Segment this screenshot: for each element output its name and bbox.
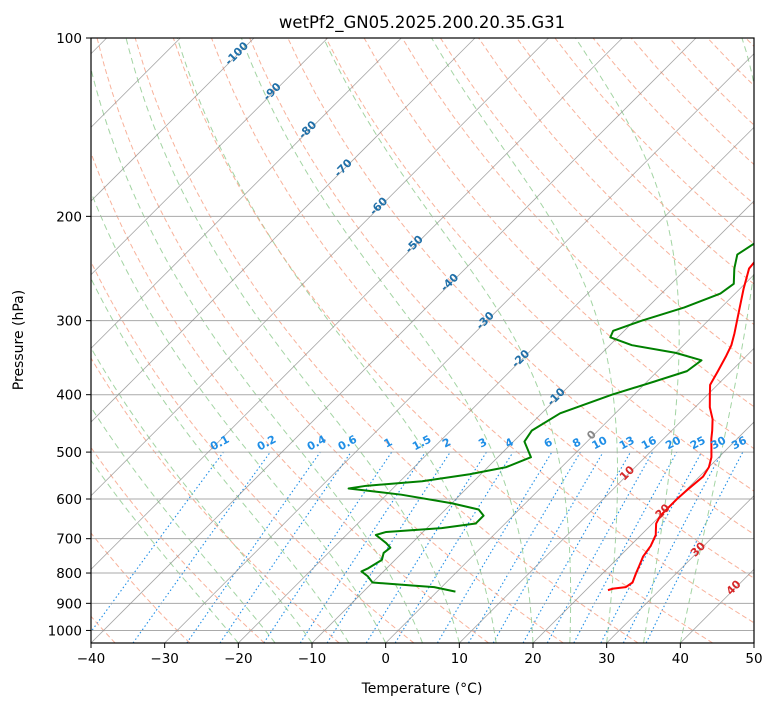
x-axis-ticks: −40 −30 −20 −10 0 10 20 30 40 50 bbox=[77, 643, 763, 667]
isotherm-line bbox=[91, 38, 549, 497]
mixing-ratio-line bbox=[91, 451, 224, 633]
mixing-ratio-line bbox=[219, 451, 352, 643]
isotherm-line bbox=[91, 38, 402, 349]
y-axis-label: Pressure (hPa) bbox=[11, 290, 27, 390]
mixing-ratio-label: 10 bbox=[590, 433, 610, 452]
x-tick-label: 30 bbox=[598, 651, 615, 667]
isotherm-gridlines bbox=[91, 38, 754, 643]
moist-adiabat-line bbox=[679, 38, 754, 643]
mixing-ratio-label: 16 bbox=[639, 434, 659, 453]
y-tick-label: 100 bbox=[56, 31, 82, 47]
mixing-ratio-lines bbox=[91, 451, 744, 643]
isotherm-line bbox=[238, 126, 754, 643]
mixing-ratio-line bbox=[573, 451, 678, 643]
moist-adiabat-line bbox=[91, 190, 387, 643]
x-tick-label: 10 bbox=[451, 651, 468, 667]
x-axis-label: Temperature (°C) bbox=[361, 681, 483, 697]
dry-adiabat-line bbox=[211, 38, 754, 624]
mixing-ratio-label: 13 bbox=[617, 434, 637, 453]
mixing-ratio-line bbox=[394, 451, 514, 643]
chart-title: wetPf2_GN05.2025.200.20.35.G31 bbox=[279, 13, 565, 33]
isotherm-line bbox=[606, 495, 754, 643]
y-tick-label: 400 bbox=[56, 388, 82, 404]
y-axis-ticks: 100 200 300 400 500 600 700 800 900 1000 bbox=[48, 31, 91, 639]
dry-adiabat-line bbox=[440, 38, 754, 367]
x-tick-label: −10 bbox=[298, 651, 327, 667]
mixing-ratio-line bbox=[263, 451, 393, 643]
mixing-ratio-line bbox=[299, 451, 426, 643]
moist-adiabat-line bbox=[125, 38, 460, 643]
dry-adiabat-line bbox=[401, 38, 754, 408]
temperature-profile-line bbox=[607, 261, 754, 592]
y-tick-label: 600 bbox=[56, 492, 82, 508]
mixing-ratio-line bbox=[546, 451, 654, 643]
y-tick-label: 200 bbox=[56, 209, 82, 225]
y-tick-label: 900 bbox=[56, 596, 82, 612]
mixing-ratio-line bbox=[132, 451, 271, 643]
x-tick-label: −40 bbox=[77, 651, 106, 667]
isotherm-line bbox=[91, 38, 255, 202]
x-tick-label: 20 bbox=[524, 651, 541, 667]
dry-adiabat-line bbox=[249, 38, 754, 579]
dry-adiabat-line bbox=[96, 38, 564, 643]
y-tick-label: 700 bbox=[56, 532, 82, 548]
moist-adiabat-line bbox=[431, 38, 619, 643]
isotherm-line bbox=[311, 200, 754, 643]
x-tick-label: 0 bbox=[381, 651, 390, 667]
isotherm-line bbox=[459, 347, 754, 643]
mixing-ratio-label: 20 bbox=[663, 433, 683, 452]
moist-adiabat-line bbox=[240, 38, 534, 643]
dry-adiabat-line bbox=[91, 532, 191, 643]
moist-adiabat-line bbox=[575, 38, 680, 643]
isotherm-line bbox=[91, 38, 328, 276]
isotherm-line bbox=[385, 274, 754, 643]
dry-adiabat-line bbox=[172, 38, 713, 643]
moist-adiabats bbox=[91, 38, 754, 643]
x-tick-label: 50 bbox=[745, 651, 762, 667]
isotherm-line bbox=[91, 38, 697, 643]
mixing-ratio-label: 25 bbox=[688, 434, 708, 453]
isotherm-line bbox=[532, 421, 754, 643]
x-tick-label: −20 bbox=[224, 651, 253, 667]
y-tick-label: 500 bbox=[56, 445, 82, 461]
mixing-ratio-label: 36 bbox=[729, 434, 749, 453]
isotherm-line bbox=[164, 53, 754, 643]
mixing-ratio-line bbox=[326, 451, 451, 643]
dry-adiabat-line bbox=[134, 38, 639, 643]
dry-adiabat-line bbox=[91, 151, 489, 643]
dry-adiabats bbox=[91, 38, 754, 643]
mixing-ratio-line bbox=[522, 451, 631, 643]
y-tick-label: 800 bbox=[56, 566, 82, 582]
isotherm-line bbox=[91, 38, 623, 570]
mixing-ratio-label: 30 bbox=[709, 434, 729, 453]
plot-frame bbox=[90, 37, 755, 644]
dry-adiabat-line bbox=[325, 38, 754, 492]
isotherm-line bbox=[91, 38, 476, 423]
sounding-profiles bbox=[347, 242, 754, 593]
moist-adiabat-line bbox=[91, 459, 239, 643]
dry-adiabat-line bbox=[516, 38, 754, 285]
dry-adiabat-line bbox=[91, 357, 340, 643]
plot-area: 0.1 0.2 0.4 0.6 1 1.5 2 3 4 6 8 10 13 16 20 25 30 36-100-… bbox=[91, 38, 754, 643]
x-tick-label: −30 bbox=[150, 651, 179, 667]
y-tick-label: 300 bbox=[56, 314, 82, 330]
y-tick-label: 1000 bbox=[48, 623, 82, 639]
dewpoint-profile-line bbox=[347, 242, 754, 593]
moist-adiabat-line bbox=[176, 38, 497, 643]
dry-adiabat-line bbox=[91, 446, 265, 643]
mixing-ratio-line bbox=[186, 451, 321, 643]
mixing-ratio-line bbox=[645, 451, 744, 643]
moist-adiabat-line bbox=[323, 38, 572, 643]
moist-adiabat-line bbox=[91, 67, 423, 643]
x-tick-label: 40 bbox=[672, 651, 689, 667]
